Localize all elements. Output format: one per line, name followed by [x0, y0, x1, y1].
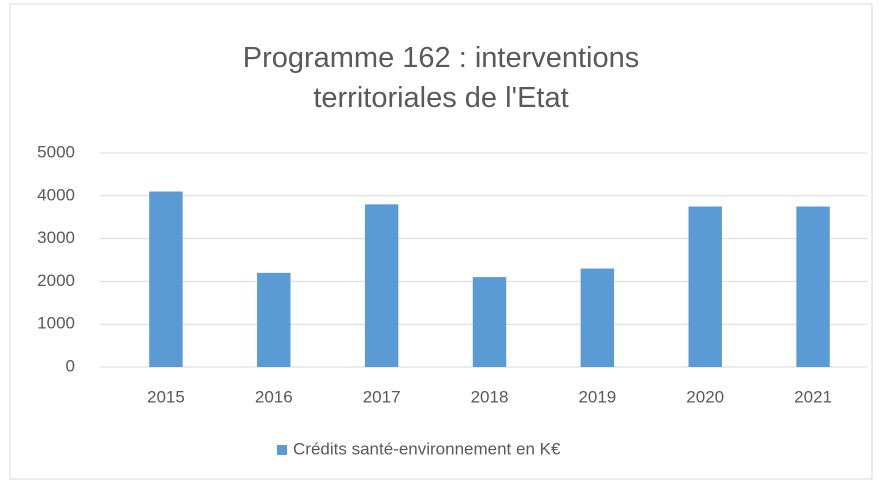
chart-title: Programme 162 : interventions territoria…	[242, 42, 640, 114]
x-tick-label: 2019	[578, 387, 616, 406]
x-tick-label: 2020	[686, 387, 724, 406]
x-tick-label: 2015	[147, 387, 185, 406]
x-tick-label: 2016	[255, 387, 293, 406]
bar	[580, 268, 615, 367]
legend-swatch	[277, 445, 287, 455]
y-tick-label: 1000	[37, 314, 75, 333]
bar	[364, 204, 399, 367]
bar	[796, 206, 830, 367]
x-tick-label: 2017	[363, 387, 401, 406]
bar	[472, 277, 507, 367]
bar	[149, 191, 183, 367]
y-tick-label: 2000	[37, 271, 75, 290]
x-tick-label: 2018	[471, 387, 509, 406]
bar	[688, 206, 722, 367]
x-tick-label: 2021	[794, 387, 832, 406]
y-tick-label: 4000	[37, 185, 75, 204]
bar	[257, 272, 291, 367]
y-tick-label: 3000	[37, 228, 75, 247]
y-tick-label: 5000	[37, 142, 75, 161]
y-tick-label: 0	[66, 356, 75, 375]
legend-label: Crédits santé-environnement en K€	[293, 439, 561, 458]
